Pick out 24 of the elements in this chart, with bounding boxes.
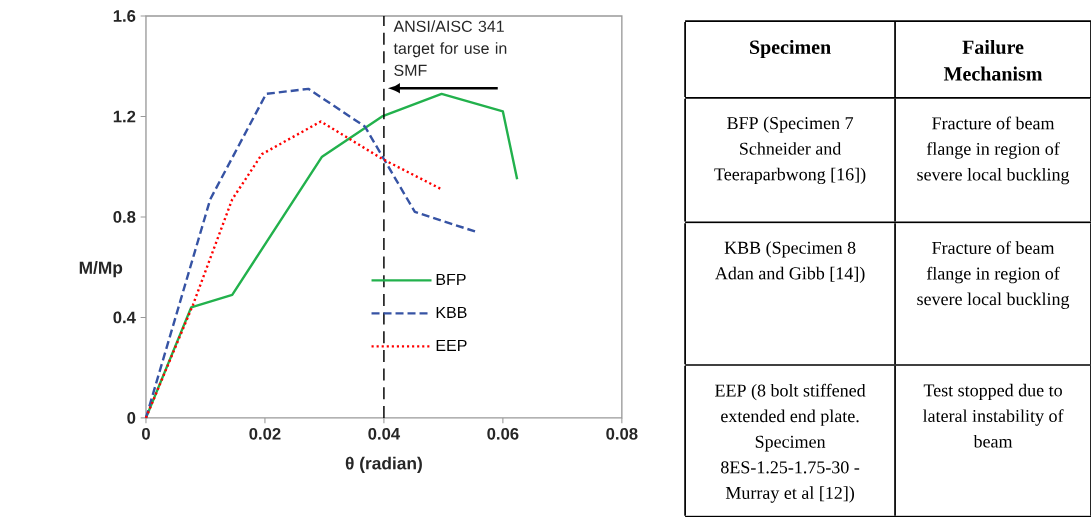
x-tick-label: 0.02 bbox=[249, 427, 281, 440]
y-tick-label: 1.2 bbox=[113, 110, 136, 123]
x-tick-label: 0.06 bbox=[487, 427, 519, 440]
y-tick-label: 1.6 bbox=[113, 9, 136, 22]
text: Failure Mechanism bbox=[943, 39, 1043, 81]
text: Test stopped due to lateral instability of beam bbox=[922, 383, 1064, 448]
text: Specimen bbox=[750, 39, 831, 58]
text: KBB (Specimen 8 Adan and Gibb [14]) bbox=[715, 240, 865, 283]
text: BFP (Specimen 7 Schneider and Teeraparbwong [16]) bbox=[714, 116, 866, 184]
legend-label: KBB bbox=[436, 306, 467, 318]
x-tick-label: 0 bbox=[142, 427, 150, 440]
x-axis-title: θ (radian) bbox=[345, 456, 422, 473]
legend-label: EEP bbox=[436, 339, 467, 351]
y-axis-title: M/Mp bbox=[79, 260, 123, 278]
x-tick-label: 0.08 bbox=[606, 427, 638, 440]
y-tick-label: 0.4 bbox=[113, 311, 136, 324]
y-tick-label: 0 bbox=[127, 411, 136, 424]
text: Fracture of beam flange in region of severe local buckling bbox=[917, 116, 1070, 185]
y-tick-label: 0.8 bbox=[113, 210, 136, 223]
legend-label: BFP bbox=[436, 273, 466, 285]
text: EEP (8 bolt stiffened extended end plate. Specimen 8ES-1.25-1.75-30 - Murray et al [12]) bbox=[715, 383, 866, 503]
x-tick-label: 0.04 bbox=[368, 427, 401, 440]
ref-line-label: ANSI/AISC 341 target for use in SMF bbox=[393, 20, 507, 76]
text: Fracture of beam flange in region of severe local buckling bbox=[917, 240, 1070, 309]
